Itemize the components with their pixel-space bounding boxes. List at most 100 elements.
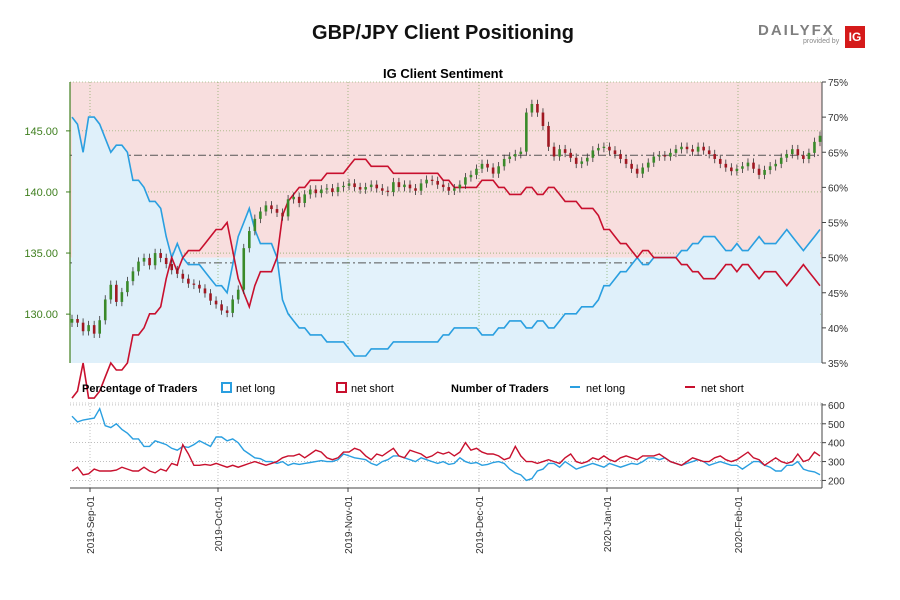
candle-body bbox=[707, 150, 711, 155]
traders-gridlines bbox=[70, 402, 822, 488]
candle-body bbox=[807, 152, 811, 159]
candle-body bbox=[81, 322, 85, 332]
candle-body bbox=[685, 146, 689, 150]
traders-tick-label: 600 bbox=[828, 401, 845, 412]
candle-body bbox=[203, 288, 207, 294]
candle-body bbox=[331, 188, 334, 192]
candle-body bbox=[746, 162, 750, 167]
candle-body bbox=[674, 149, 678, 153]
candle-body bbox=[813, 141, 816, 153]
candle-body bbox=[752, 162, 755, 169]
candle-body bbox=[597, 147, 600, 151]
sentiment-tick-label: 70% bbox=[828, 113, 848, 124]
candle-body bbox=[735, 168, 739, 172]
candle-body bbox=[325, 188, 329, 190]
candle-body bbox=[181, 273, 185, 279]
net-long-sentiment-line bbox=[71, 116, 821, 357]
candle-body bbox=[552, 146, 556, 157]
candle-body bbox=[757, 168, 761, 175]
candle-body bbox=[126, 281, 129, 293]
legend-num-long-label: net long bbox=[586, 383, 625, 395]
legend-num-short-label: net short bbox=[701, 383, 744, 395]
logo-wordmark: DAILYFX bbox=[758, 22, 835, 39]
dailyfx-logo: DAILYFX provided by IG bbox=[758, 22, 868, 49]
legend-num-title: Number of Traders bbox=[451, 383, 549, 395]
candle-body bbox=[536, 103, 539, 113]
date-tick-label: 2019-Sep-01 bbox=[86, 496, 97, 554]
candle-body bbox=[198, 284, 201, 289]
candle-body bbox=[87, 325, 90, 332]
candle-body bbox=[375, 184, 379, 189]
price-tick-label: 140.00 bbox=[24, 187, 58, 199]
candle-body bbox=[691, 149, 694, 152]
candle-body bbox=[109, 284, 113, 300]
candle-body bbox=[486, 163, 489, 168]
candle-body bbox=[70, 319, 74, 323]
candle-body bbox=[242, 248, 246, 290]
candle-body bbox=[469, 174, 473, 178]
sentiment-tick-label: 55% bbox=[828, 219, 848, 230]
candle-body bbox=[768, 166, 772, 170]
candle-body bbox=[513, 154, 517, 157]
candle-body bbox=[558, 149, 561, 157]
net-short-traders-line bbox=[71, 441, 821, 476]
candle-body bbox=[585, 157, 589, 162]
candle-body bbox=[358, 187, 362, 190]
candle-body bbox=[342, 185, 345, 188]
candle-body bbox=[458, 184, 462, 189]
net-short-zone bbox=[70, 82, 822, 258]
candle-body bbox=[164, 257, 168, 265]
sentiment-subtitle: IG Client Sentiment bbox=[383, 66, 504, 81]
price-tick-label: 135.00 bbox=[24, 248, 58, 260]
candle-body bbox=[624, 158, 628, 164]
candle-body bbox=[192, 283, 196, 285]
date-tick-label: 2020-Jan-01 bbox=[603, 496, 614, 553]
candle-body bbox=[508, 156, 512, 159]
candle-body bbox=[741, 166, 744, 169]
date-tick-label: 2019-Dec-01 bbox=[475, 496, 486, 554]
legend-pct-long-swatch bbox=[221, 382, 232, 393]
sentiment-tick-label: 35% bbox=[828, 359, 848, 370]
candle-body bbox=[802, 155, 805, 159]
candle-body bbox=[419, 183, 423, 191]
sentiment-tick-label: 40% bbox=[828, 324, 848, 335]
candle-body bbox=[491, 167, 495, 174]
candle-body bbox=[408, 184, 412, 189]
candle-body bbox=[619, 154, 622, 159]
candle-body bbox=[115, 284, 118, 302]
candle-body bbox=[785, 154, 789, 158]
net-long-area bbox=[72, 117, 820, 363]
candle-body bbox=[724, 163, 728, 168]
candle-body bbox=[225, 310, 229, 313]
candle-body bbox=[286, 199, 290, 217]
candle-body bbox=[380, 188, 384, 191]
candle-body bbox=[718, 158, 722, 164]
candle-body bbox=[779, 157, 783, 164]
candle-body bbox=[98, 320, 102, 334]
date-tick-label: 2019-Nov-01 bbox=[344, 496, 355, 554]
sentiment-tick-label: 60% bbox=[828, 183, 848, 194]
candle-body bbox=[336, 187, 340, 192]
candle-body bbox=[175, 270, 179, 274]
candle-body bbox=[696, 146, 700, 152]
date-tick-label: 2019-Oct-01 bbox=[214, 496, 225, 552]
candle-body bbox=[563, 149, 567, 153]
candle-body bbox=[120, 292, 124, 302]
candle-body bbox=[702, 146, 705, 151]
candle-body bbox=[519, 151, 523, 155]
candle-body bbox=[774, 163, 777, 167]
price-tick-label: 130.00 bbox=[24, 309, 58, 321]
sentiment-tick-label: 45% bbox=[828, 289, 848, 300]
legend-pct-long-label: net long bbox=[236, 383, 275, 395]
legend: Percentage of Traders net long net short… bbox=[82, 382, 744, 395]
net-long-traders-line bbox=[71, 406, 821, 482]
net-short-sentiment-line bbox=[71, 158, 821, 399]
sentiment-tick-label: 65% bbox=[828, 148, 848, 159]
candle-body bbox=[641, 167, 644, 174]
candle-body bbox=[308, 189, 312, 195]
candle-body bbox=[608, 146, 611, 151]
candle-body bbox=[447, 187, 451, 191]
logo-provided-by: provided by bbox=[803, 38, 840, 45]
candle-body bbox=[137, 261, 140, 272]
candle-body bbox=[159, 253, 162, 258]
